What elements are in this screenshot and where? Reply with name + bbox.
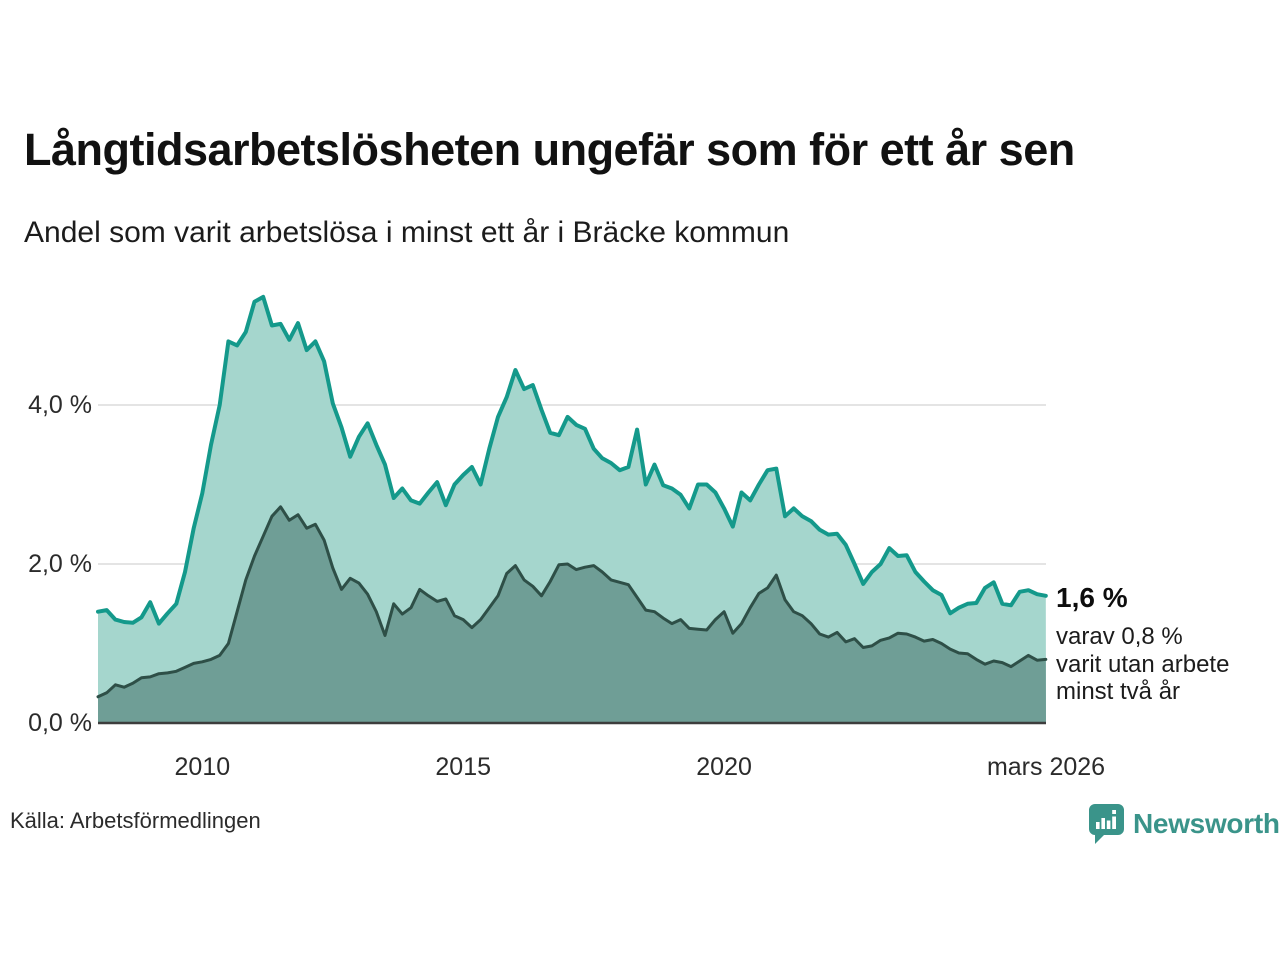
series1-end-value-label: 1,6 % — [1056, 582, 1128, 613]
brand-footer: Newsworthy — [1088, 803, 1280, 845]
page-title: Långtidsarbetslösheten ungefär som för e… — [24, 124, 1075, 175]
brand-wordmark: Newsworthy — [1133, 808, 1280, 839]
annotation-line: minst två år — [1056, 678, 1181, 705]
series-line-1 — [96, 294, 1048, 626]
source-credit: Källa: Arbetsförmedlingen — [10, 808, 261, 833]
x-tick-label: 2020 — [696, 753, 752, 781]
annotation-line: varit utan arbete — [1056, 650, 1230, 678]
y-tick-label: 4,0 % — [28, 391, 92, 419]
y-tick-label: 2,0 % — [28, 550, 92, 578]
series-line-2 — [96, 505, 1048, 699]
newsworthy-logo-icon — [1089, 804, 1124, 844]
series-area-2 — [98, 506, 1046, 723]
annotation-line: varav 0,8 % — [1056, 623, 1183, 650]
x-tick-label: mars 2026 — [986, 753, 1106, 781]
y-tick-label: 0,0 % — [28, 709, 92, 737]
page-subtitle: Andel som varit arbetslösa i minst ett å… — [24, 216, 790, 249]
x-tick-label: 2015 — [435, 753, 492, 781]
x-tick-label: 2010 — [174, 753, 231, 781]
series2-annotation: varav 0,8 % varit utan arbete minst två … — [1056, 623, 1229, 706]
